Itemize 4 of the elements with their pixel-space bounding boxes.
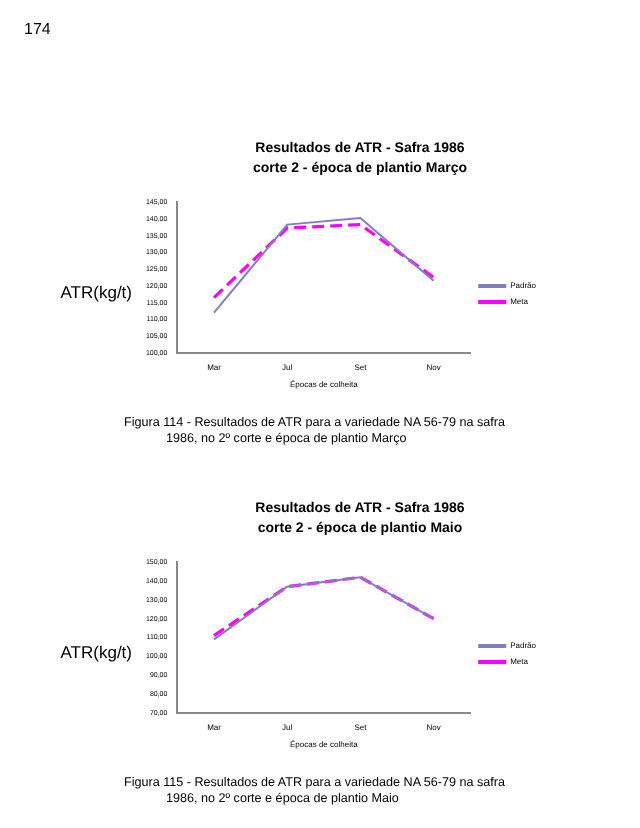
line-series [212, 223, 436, 300]
y-axis-title: ATR(kg/t) [58, 642, 134, 662]
y-axis-title: ATR(kg/t) [58, 282, 134, 302]
text: 174 [24, 20, 51, 38]
